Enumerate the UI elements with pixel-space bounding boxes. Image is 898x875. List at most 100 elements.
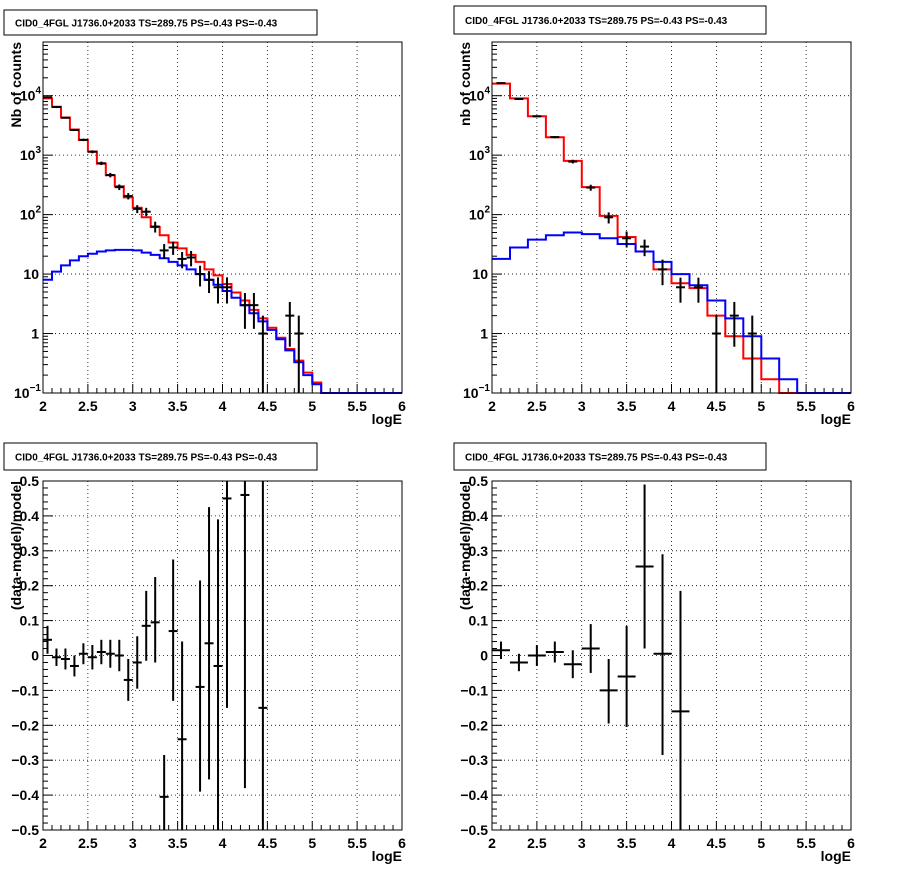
data-point bbox=[43, 625, 52, 654]
y-tick-label: −0.2 bbox=[460, 717, 488, 733]
data-point bbox=[622, 231, 632, 248]
x-tick-label: 6 bbox=[847, 398, 855, 414]
data-point bbox=[586, 184, 596, 191]
data-point bbox=[258, 481, 268, 830]
data-point bbox=[141, 590, 151, 661]
data-point bbox=[186, 250, 196, 267]
y-tick-label: 1 bbox=[31, 326, 39, 342]
y-tick-label: −0.5 bbox=[11, 822, 39, 838]
title-box bbox=[3, 442, 318, 471]
y-tick-label: 0.4 bbox=[469, 508, 489, 524]
data-point bbox=[159, 244, 169, 259]
data-point bbox=[249, 293, 259, 329]
x-tick-label: 3.5 bbox=[168, 835, 188, 851]
data-point bbox=[204, 507, 214, 780]
y-tick-label: −0.4 bbox=[460, 787, 488, 803]
model-total-histogram bbox=[492, 82, 851, 394]
data-point bbox=[492, 641, 510, 659]
data-point bbox=[141, 207, 151, 217]
data-point bbox=[617, 625, 636, 728]
data-point bbox=[51, 648, 61, 666]
title-box bbox=[453, 5, 767, 35]
data-point bbox=[222, 481, 232, 708]
data-point bbox=[159, 754, 169, 830]
x-tick-label: 4 bbox=[668, 398, 676, 414]
data-point bbox=[581, 624, 600, 673]
data-point bbox=[114, 639, 124, 672]
data-point bbox=[294, 315, 304, 393]
plot-frame bbox=[42, 480, 403, 831]
x-tick-label: 6 bbox=[398, 835, 406, 851]
data-point bbox=[78, 643, 88, 665]
x-tick-label: 6 bbox=[398, 398, 406, 414]
data-point bbox=[545, 641, 564, 663]
x-tick-label: 4.5 bbox=[707, 398, 727, 414]
data-point bbox=[177, 252, 187, 269]
x-tick-label: 4.5 bbox=[707, 835, 727, 851]
data-point bbox=[123, 193, 133, 200]
chart-title: CID0_4FGL J1736.0+2033 TS=289.75 PS=-0.4… bbox=[15, 19, 278, 30]
data-point bbox=[78, 138, 88, 142]
x-tick-label: 2 bbox=[39, 835, 47, 851]
y-tick-label: 0.1 bbox=[20, 613, 40, 629]
x-tick-label: 5 bbox=[308, 398, 316, 414]
data-point bbox=[105, 172, 115, 178]
data-point bbox=[105, 639, 115, 668]
data-point bbox=[96, 639, 106, 665]
data-point bbox=[653, 554, 672, 755]
data-point bbox=[550, 135, 560, 139]
y-tick-label: 0.2 bbox=[469, 578, 489, 594]
title-box bbox=[3, 9, 318, 36]
y-tick-label: 104 bbox=[20, 86, 42, 104]
title-box bbox=[453, 442, 767, 471]
x-tick-label: 2 bbox=[488, 835, 496, 851]
x-axis-title: logE bbox=[372, 411, 402, 427]
x-tick-label: 3 bbox=[129, 835, 137, 851]
panel-top-left: CID0_4FGL J1736.0+2033 TS=289.75 PS=-0.4… bbox=[3, 9, 406, 427]
y-tick-label: −0.3 bbox=[460, 752, 488, 768]
x-tick-label: 5.5 bbox=[796, 835, 816, 851]
y-tick-label: 0.5 bbox=[20, 473, 40, 489]
x-tick-label: 3 bbox=[578, 835, 586, 851]
data-point bbox=[509, 653, 528, 672]
data-point bbox=[69, 128, 79, 131]
data-point bbox=[123, 658, 133, 701]
x-tick-label: 2.5 bbox=[78, 835, 98, 851]
data-point bbox=[563, 650, 582, 679]
data-point bbox=[213, 519, 223, 830]
y-axis-title: nb of counts bbox=[457, 42, 473, 126]
x-tick-label: 6 bbox=[847, 835, 855, 851]
x-tick-label: 4 bbox=[668, 835, 676, 851]
x-tick-label: 4 bbox=[219, 835, 227, 851]
x-tick-label: 2 bbox=[488, 398, 496, 414]
y-tick-label: −0.1 bbox=[460, 682, 488, 698]
y-tick-label: 0 bbox=[480, 648, 488, 664]
data-point bbox=[693, 277, 703, 303]
data-point bbox=[60, 116, 70, 119]
x-tick-label: 5 bbox=[308, 835, 316, 851]
data-point bbox=[69, 655, 79, 677]
data-point bbox=[635, 484, 654, 649]
data-point bbox=[532, 115, 542, 118]
chart-title: CID0_4FGL J1736.0+2033 TS=289.75 PS=-0.4… bbox=[465, 16, 728, 27]
data-point bbox=[222, 277, 232, 304]
model-source-histogram bbox=[492, 231, 851, 394]
x-tick-label: 3.5 bbox=[617, 835, 637, 851]
x-axis-title: logE bbox=[821, 411, 851, 427]
data-point bbox=[258, 315, 268, 393]
data-point bbox=[132, 205, 142, 214]
plot-frame bbox=[491, 480, 852, 831]
x-tick-label: 3.5 bbox=[617, 398, 637, 414]
data-point bbox=[675, 277, 685, 303]
y-tick-label: −0.5 bbox=[460, 822, 488, 838]
x-tick-label: 5.5 bbox=[347, 835, 367, 851]
panel-bottom-left: CID0_4FGL J1736.0+2033 TS=289.75 PS=-0.4… bbox=[3, 442, 406, 864]
data-point bbox=[711, 315, 721, 393]
y-tick-label: 0.2 bbox=[20, 578, 40, 594]
data-point bbox=[114, 184, 124, 191]
data-point bbox=[640, 239, 650, 257]
y-tick-label: −0.2 bbox=[11, 717, 39, 733]
y-tick-label: 0.3 bbox=[469, 543, 489, 559]
x-tick-label: 5.5 bbox=[796, 398, 816, 414]
